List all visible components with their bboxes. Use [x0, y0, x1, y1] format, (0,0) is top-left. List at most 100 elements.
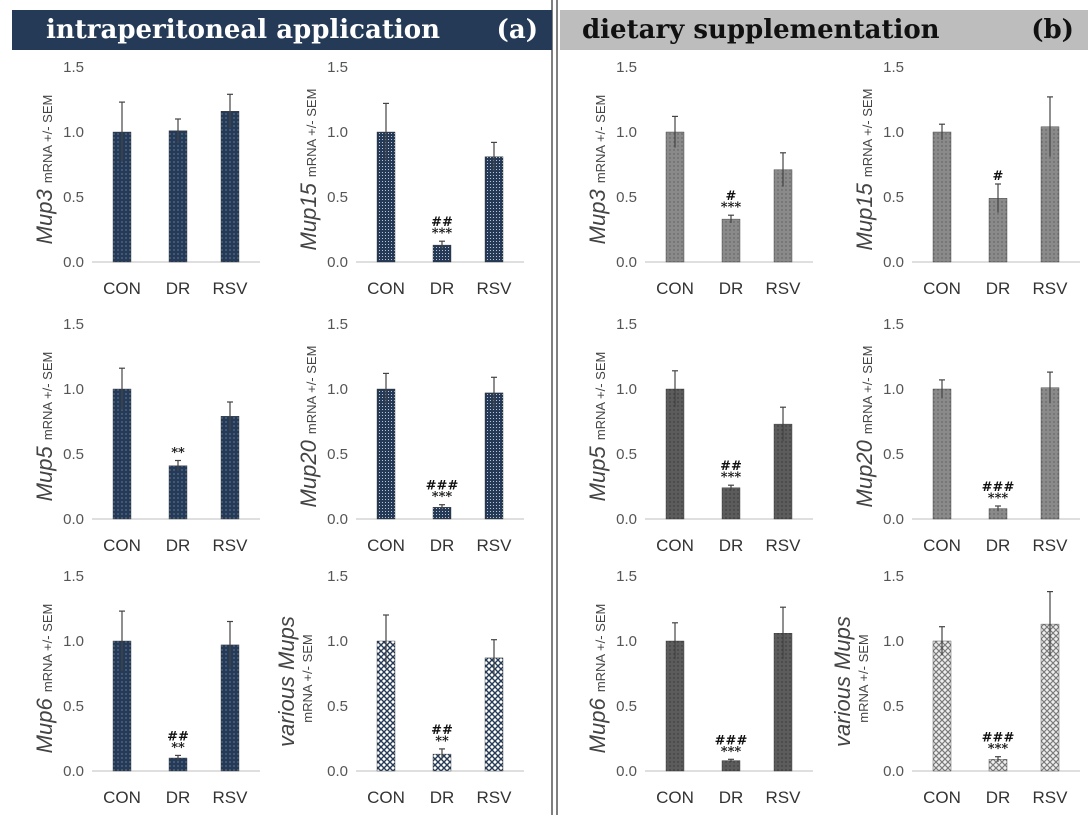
- chart-a-mup6-ytick-0: 0.0: [63, 763, 84, 780]
- chart-a-mup5-ytick-3: 1.5: [63, 316, 84, 333]
- chart-a-mup20-ytick-2: 1.0: [327, 381, 348, 398]
- chart-b-various-mups-ytick-0: 0.0: [883, 763, 904, 780]
- chart-b-mup6-bar-dr: [721, 760, 741, 772]
- chart-b-mup3-category-con: CON: [656, 279, 694, 298]
- chart-b-mup5-ytick-3: 1.5: [616, 316, 637, 333]
- chart-a-mup20-category-con: CON: [367, 536, 405, 555]
- chart-b-mup3-bar-con: [665, 131, 685, 263]
- chart-b-mup5-significance-0: ##: [720, 459, 742, 474]
- chart-a-mup15-ytick-3: 1.5: [327, 59, 348, 76]
- chart-b-various-mups-category-rsv: RSV: [1033, 788, 1069, 807]
- chart-a-various-mups-category-rsv: RSV: [477, 788, 513, 807]
- chart-b-mup6-ytick-2: 1.0: [616, 633, 637, 650]
- chart-b-mup20-bar-con: [932, 388, 952, 520]
- chart-a-mup20-ytick-3: 1.5: [327, 316, 348, 333]
- chart-a-mup20-category-rsv: RSV: [477, 536, 513, 555]
- chart-b-mup5-bar-dr: [721, 487, 741, 520]
- chart-b-mup20-ytick-0: 0.0: [883, 511, 904, 528]
- chart-b-mup3-category-dr: DR: [719, 279, 744, 298]
- chart-b-mup15-ytick-0: 0.0: [883, 254, 904, 271]
- chart-a-various-mups-ytick-2: 1.0: [327, 633, 348, 650]
- panel-b-frame: [556, 0, 1088, 815]
- chart-a-mup15-category-con: CON: [367, 279, 405, 298]
- chart-b-mup5-bar-con: [665, 388, 685, 520]
- chart-b-mup15-category-dr: DR: [986, 279, 1011, 298]
- chart-b-mup6-category-rsv: RSV: [766, 788, 802, 807]
- chart-b-various-mups-ylabel: various Mups mRNA +/- SEM: [830, 610, 871, 747]
- chart-b-mup20-ytick-2: 1.0: [883, 381, 904, 398]
- chart-a-various-mups-significance-0: ##: [431, 723, 453, 738]
- chart-a-various-mups-category-dr: DR: [430, 788, 455, 807]
- chart-b-various-mups-ytick-1: 0.5: [883, 698, 904, 715]
- chart-a-various-mups-ytick-1: 0.5: [327, 698, 348, 715]
- chart-b-various-mups-significance-1: ***: [988, 742, 1009, 757]
- chart-b-mup5-ylabel: Mup5 mRNA +/- SEM: [585, 352, 610, 502]
- chart-b-mup6-ytick-0: 0.0: [616, 763, 637, 780]
- chart-b-mup15-ylabel: Mup15 mRNA +/- SEM: [852, 89, 877, 251]
- chart-a-mup20-bar-con: [376, 388, 396, 520]
- chart-b-mup6-significance-0: ###: [715, 733, 748, 748]
- chart-b-mup6-ylabel: Mup6 mRNA +/- SEM: [585, 604, 610, 754]
- chart-a-various-mups-ylabel: various Mups mRNA +/- SEM: [274, 610, 315, 747]
- panel-a-label: (a): [496, 15, 538, 45]
- chart-a-various-mups-category-con: CON: [367, 788, 405, 807]
- chart-b-mup3-ytick-0: 0.0: [616, 254, 637, 271]
- chart-b-mup15-category-con: CON: [923, 279, 961, 298]
- chart-b-mup5-category-dr: DR: [719, 536, 744, 555]
- chart-a-mup15-category-dr: DR: [430, 279, 455, 298]
- chart-b-mup3-ytick-1: 0.5: [616, 189, 637, 206]
- chart-b-mup15-ytick-1: 0.5: [883, 189, 904, 206]
- chart-b-mup20-category-rsv: RSV: [1033, 536, 1069, 555]
- chart-b-mup15-bar-con: [932, 131, 952, 263]
- chart-b-mup6-ytick-1: 0.5: [616, 698, 637, 715]
- chart-b-various-mups-ytick-2: 1.0: [883, 633, 904, 650]
- chart-b-mup20-ytick-1: 0.5: [883, 446, 904, 463]
- chart-a-mup6-category-con: CON: [103, 788, 141, 807]
- chart-a-mup6-ytick-2: 1.0: [63, 633, 84, 650]
- chart-b-mup5-ytick-1: 0.5: [616, 446, 637, 463]
- chart-b-mup3-ytick-3: 1.5: [616, 59, 637, 76]
- chart-b-various-mups-category-dr: DR: [986, 788, 1011, 807]
- chart-b-mup6-bar-con: [665, 640, 685, 772]
- chart-a-mup20-ytick-0: 0.0: [327, 511, 348, 528]
- chart-a-mup3-ytick-1: 0.5: [63, 189, 84, 206]
- chart-a-various-mups-ytick-3: 1.5: [327, 568, 348, 585]
- chart-a-mup6-category-dr: DR: [166, 788, 191, 807]
- chart-b-mup20-ytick-3: 1.5: [883, 316, 904, 333]
- chart-b-various-mups-category-con: CON: [923, 788, 961, 807]
- chart-a-various-mups-significance-1: **: [435, 734, 449, 749]
- chart-b-mup5-category-rsv: RSV: [766, 536, 802, 555]
- chart-a-mup15-significance-0: ##: [431, 215, 453, 230]
- chart-a-mup15-ytick-0: 0.0: [327, 254, 348, 271]
- chart-b-mup20-bar-rsv: [1040, 387, 1060, 520]
- chart-b-mup6-category-con: CON: [656, 788, 694, 807]
- chart-b-mup6-ytick-3: 1.5: [616, 568, 637, 585]
- chart-a-mup5-category-con: CON: [103, 536, 141, 555]
- chart-a-mup3-category-dr: DR: [166, 279, 191, 298]
- chart-a-mup6-significance-0: ##: [167, 729, 189, 744]
- chart-a-mup3-bar-dr: [168, 130, 188, 263]
- chart-b-mup15-ytick-2: 1.0: [883, 124, 904, 141]
- chart-b-mup15-category-rsv: RSV: [1033, 279, 1069, 298]
- chart-a-mup15-ytick-2: 1.0: [327, 124, 348, 141]
- chart-a-mup15-category-rsv: RSV: [477, 279, 513, 298]
- chart-a-mup15-ylabel: Mup15 mRNA +/- SEM: [296, 89, 321, 251]
- chart-a-various-mups-ytick-0: 0.0: [327, 763, 348, 780]
- chart-a-mup5-ytick-1: 0.5: [63, 446, 84, 463]
- chart-b-mup20-category-con: CON: [923, 536, 961, 555]
- chart-b-various-mups-ytick-3: 1.5: [883, 568, 904, 585]
- chart-a-mup5-significance-0: **: [171, 446, 185, 461]
- chart-a-mup3-bar-rsv: [220, 110, 240, 263]
- chart-a-mup6-ytick-3: 1.5: [63, 568, 84, 585]
- chart-a-mup5-ytick-0: 0.0: [63, 511, 84, 528]
- chart-b-mup3-category-rsv: RSV: [766, 279, 802, 298]
- chart-a-mup5-category-rsv: RSV: [213, 536, 249, 555]
- chart-a-mup6-category-rsv: RSV: [213, 788, 249, 807]
- chart-a-mup5-bar-rsv: [220, 416, 240, 520]
- chart-b-mup3-significance-1: ***: [721, 200, 742, 215]
- chart-b-mup20-significance-1: ***: [988, 491, 1009, 506]
- chart-b-mup5-category-con: CON: [656, 536, 694, 555]
- chart-a-mup3-category-rsv: RSV: [213, 279, 249, 298]
- chart-a-mup3-ylabel: Mup3 mRNA +/- SEM: [32, 95, 57, 245]
